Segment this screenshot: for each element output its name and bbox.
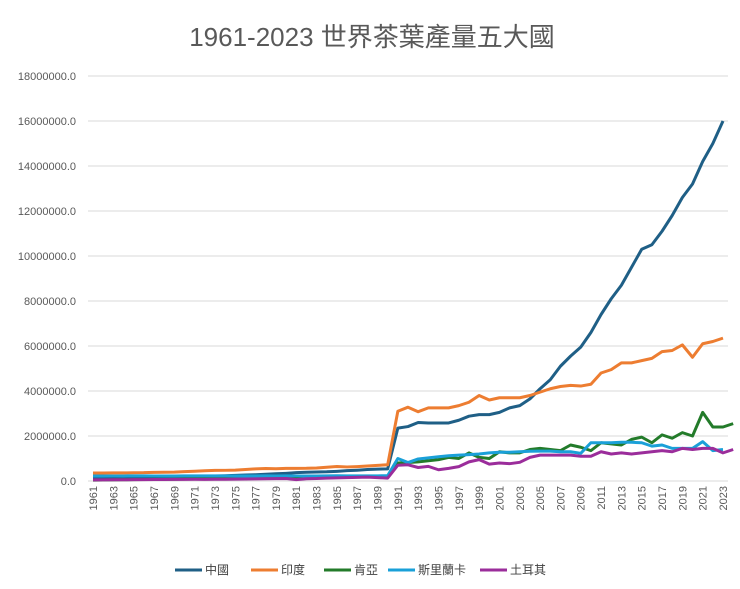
x-tick-label: 1969 [169, 486, 181, 510]
x-tick-label: 1965 [129, 486, 141, 510]
x-tick-label: 1963 [108, 486, 120, 510]
legend-label: 斯里蘭卡 [418, 563, 466, 577]
y-tick-label: 12000000.0 [18, 206, 76, 218]
series-line-中國 [92, 120, 725, 480]
y-tick-label: 4000000.0 [24, 386, 76, 398]
legend-label: 印度 [281, 562, 305, 577]
y-tick-label: 8000000.0 [24, 296, 76, 308]
x-tick-label: 2011 [596, 486, 608, 510]
x-tick-label: 1971 [190, 486, 202, 510]
x-tick-label: 1967 [149, 486, 161, 510]
x-tick-label: 2013 [616, 486, 628, 510]
y-tick-label: 6000000.0 [24, 341, 76, 353]
y-tick-label: 2000000.0 [24, 431, 76, 443]
x-tick-label: 1997 [454, 486, 466, 510]
x-tick-label: 1979 [271, 486, 283, 510]
x-tick-label: 2021 [698, 486, 710, 510]
legend-label: 肯亞 [354, 563, 378, 577]
x-tick-label: 2001 [494, 486, 506, 510]
x-tick-label: 1989 [373, 486, 385, 510]
x-tick-label: 2019 [677, 486, 689, 510]
x-tick-label: 1961 [88, 486, 100, 510]
x-tick-label: 2023 [718, 486, 730, 510]
x-tick-label: 2007 [555, 486, 567, 510]
chart-title: 1961-2023 世界茶葉產量五大國 [189, 22, 555, 52]
y-tick-label: 18000000.0 [18, 71, 76, 83]
y-tick-label: 14000000.0 [18, 161, 76, 173]
y-tick-label: 16000000.0 [18, 116, 76, 128]
x-tick-label: 2017 [657, 486, 669, 510]
x-tick-label: 1993 [413, 486, 425, 510]
x-tick-label: 1999 [474, 486, 486, 510]
series-line-肯亞 [92, 410, 734, 482]
x-tick-label: 1995 [433, 486, 445, 510]
y-tick-label: 10000000.0 [18, 251, 76, 263]
series-line-土耳其 [93, 446, 734, 482]
x-tick-label: 1991 [393, 486, 405, 510]
legend-label: 土耳其 [510, 563, 546, 577]
x-tick-label: 1983 [312, 486, 324, 510]
series-line-印度 [93, 336, 724, 475]
x-tick-label: 2009 [576, 486, 588, 510]
x-tick-label: 1981 [291, 486, 303, 510]
x-tick-label: 1973 [210, 486, 222, 510]
x-tick-label: 2015 [637, 486, 649, 510]
series-line-斯里蘭卡 [93, 440, 724, 478]
x-tick-label: 1975 [230, 486, 242, 510]
x-tick-label: 1987 [352, 486, 364, 510]
x-tick-label: 2005 [535, 486, 547, 510]
y-tick-label: 0.0 [61, 476, 76, 488]
legend-label: 中國 [205, 562, 229, 577]
x-tick-label: 1985 [332, 486, 344, 510]
x-tick-label: 2003 [515, 486, 527, 510]
x-tick-label: 1977 [251, 486, 263, 510]
